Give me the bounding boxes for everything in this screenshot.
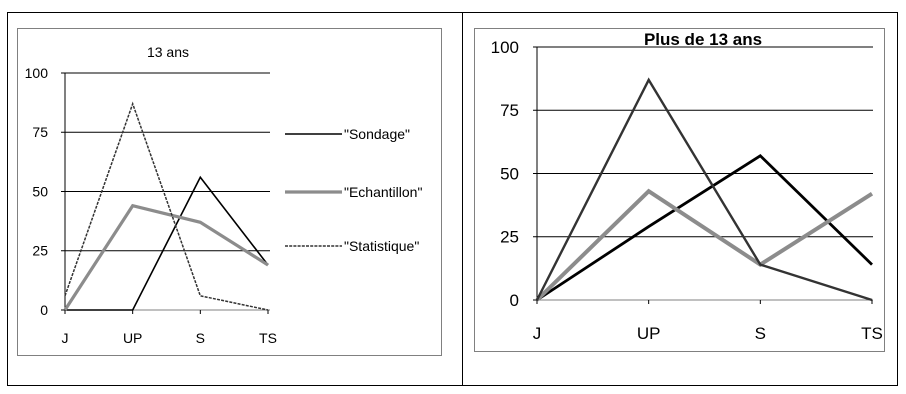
x-tick-label: UP: [123, 330, 142, 346]
y-tick-label: 0: [40, 302, 48, 318]
y-tick-label: 0: [510, 291, 519, 310]
legend-label: "Sondage": [344, 126, 410, 142]
y-tick-label: 50: [32, 183, 48, 199]
x-tick-label: TS: [259, 330, 277, 346]
series-line: [535, 188, 874, 302]
series-left: [63, 101, 269, 311]
y-axis-labels-left: 0 25 50 75 100: [25, 65, 49, 318]
y-tick-label: 25: [32, 243, 48, 259]
series-right: [535, 77, 874, 302]
y-tick-label: 100: [25, 65, 49, 81]
y-tick-label: 100: [491, 38, 519, 57]
x-tick-label: UP: [637, 324, 661, 343]
x-tick-label: TS: [861, 324, 883, 343]
x-tick-label: S: [196, 330, 205, 346]
chart-title-left: 13 ans: [147, 44, 189, 60]
series-line: [535, 77, 873, 302]
chart-13-ans: 13 ans 0 25 50 75 100 J UP S TS "Sondage" "Echan…: [17, 28, 442, 356]
y-tick-label: 25: [500, 228, 519, 247]
legend: "Sondage" "Echantillon" "Statistique": [285, 126, 422, 254]
x-axis-labels-right: J UP S TS: [533, 324, 883, 343]
series-line: [63, 203, 269, 311]
chart-plus-de-13-ans: Plus de 13 ans 0 25 50 75 100 J UP S TS: [474, 28, 885, 352]
chart-frame-right: [474, 28, 885, 352]
y-tick-label: 50: [500, 164, 519, 183]
x-tick-label: S: [755, 324, 766, 343]
chart-title-right: Plus de 13 ans: [644, 30, 762, 49]
series-line: [65, 175, 269, 311]
x-tick-label: J: [533, 324, 542, 343]
x-axis-labels-left: J UP S TS: [62, 330, 277, 346]
grid-right: [533, 46, 873, 304]
x-tick-label: J: [62, 330, 69, 346]
series-line: [536, 154, 873, 302]
y-axis-labels-right: 0 25 50 75 100: [491, 38, 519, 310]
y-tick-label: 75: [32, 124, 48, 140]
legend-label: "Statistique": [344, 238, 419, 254]
legend-label: "Echantillon": [344, 184, 422, 200]
y-tick-label: 75: [500, 101, 519, 120]
series-line: [64, 101, 269, 311]
